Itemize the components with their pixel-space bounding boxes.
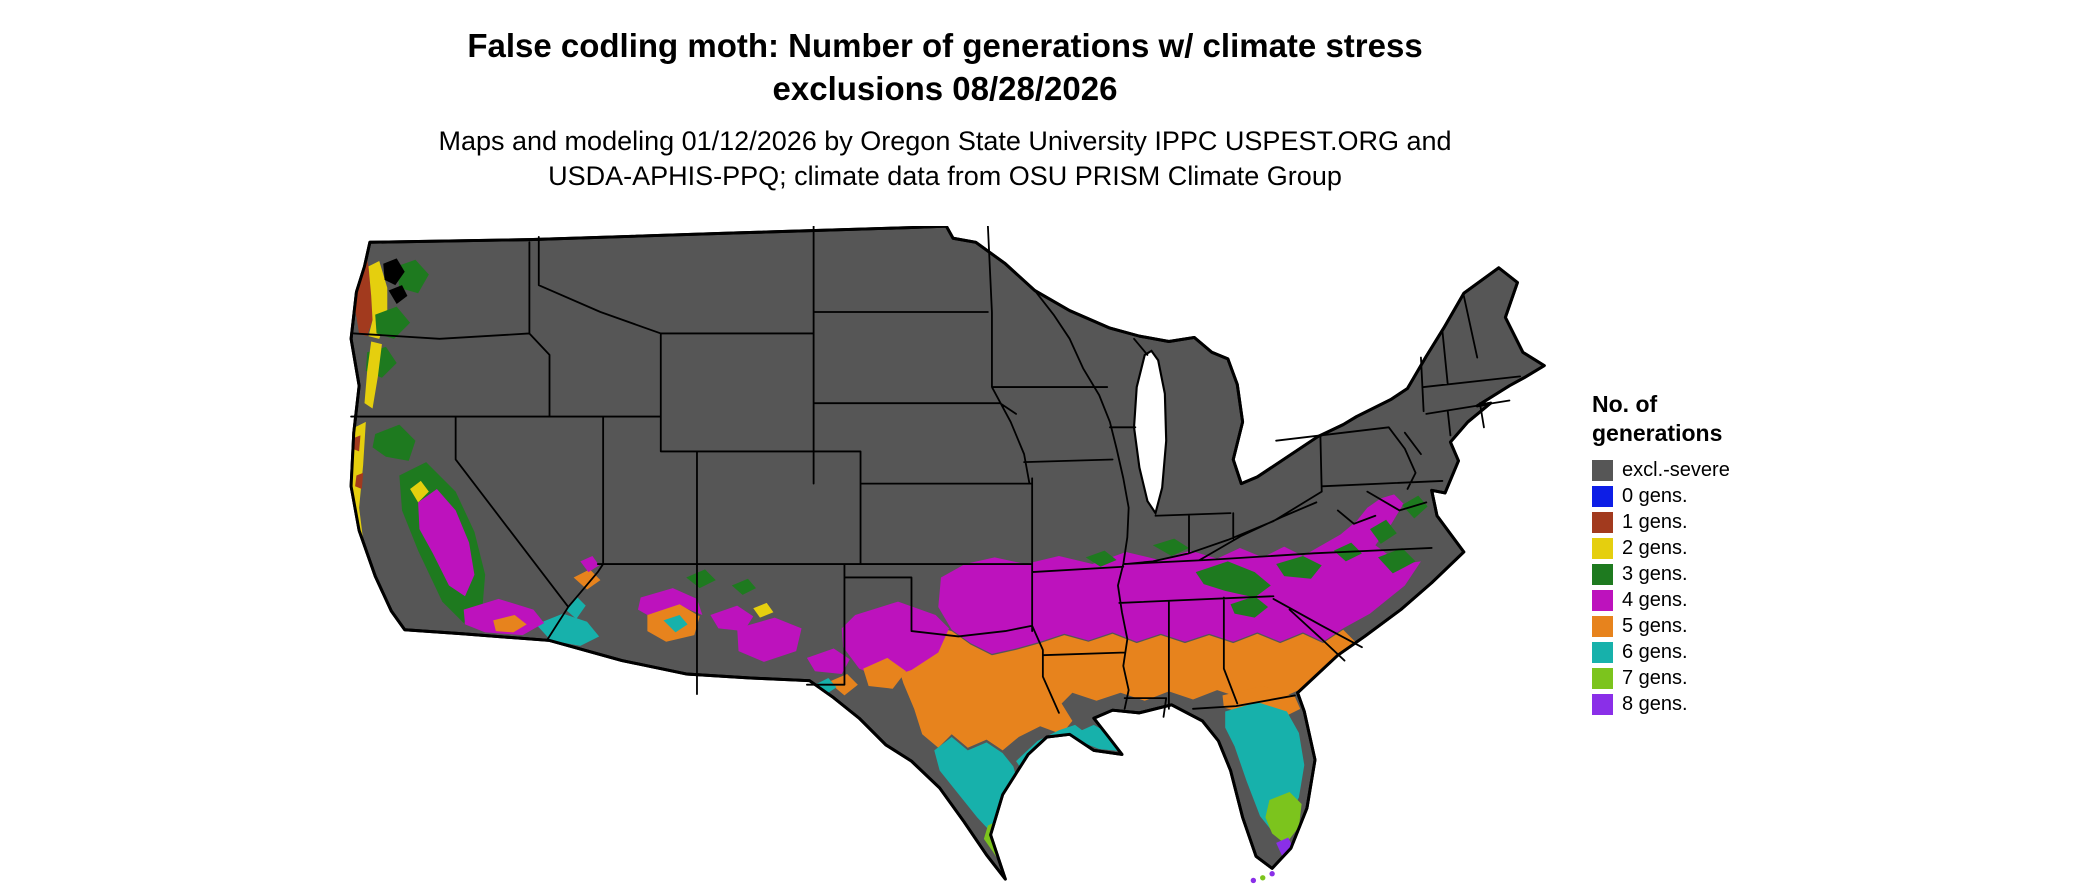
puget-sound-dark-1	[383, 258, 405, 286]
legend-items: excl.-severe 0 gens. 1 gens. 2 gens. 3 g…	[1592, 459, 1852, 715]
region-gen3-appalachia-1	[1195, 561, 1271, 598]
figure-subtitle-line2: USDA-APHIS-PPQ; climate data from OSU PR…	[548, 161, 1342, 191]
region-gen4-new-mexico-2	[806, 648, 850, 674]
region-gen4-new-mexico-1	[737, 617, 802, 662]
region-gen4-arizona-east	[710, 605, 754, 632]
region-gen3-carolina-sound	[1378, 547, 1416, 574]
region-gen3-coastal-virginia	[1369, 519, 1397, 544]
region-gen4-arizona-ring	[637, 588, 703, 615]
legend-color-swatch	[1592, 460, 1613, 481]
region-gen5-south-nevada	[573, 569, 601, 590]
florida-key-dot-1	[1269, 871, 1275, 877]
legend-item-label: 1 gens.	[1622, 511, 1688, 533]
legend-color-swatch	[1592, 538, 1613, 559]
region-gen2-valley-fringe	[410, 480, 429, 503]
legend-item: 8 gens.	[1592, 693, 1852, 715]
puget-sound-dark-2	[388, 285, 408, 304]
region-gen3-arizona-1	[686, 569, 716, 589]
legend-item-label: 4 gens.	[1622, 589, 1688, 611]
figure-title: False codling moth: Number of generation…	[0, 24, 1890, 110]
region-gen6-rio-grande	[814, 678, 837, 696]
region-gen1-norcal-coast-2	[355, 472, 364, 489]
legend-item: 2 gens.	[1592, 537, 1852, 559]
legend-color-swatch	[1592, 564, 1613, 585]
legend-item: 0 gens.	[1592, 485, 1852, 507]
legend-item: 4 gens.	[1592, 589, 1852, 611]
florida-key-dot-3	[1250, 877, 1257, 884]
legend-color-swatch	[1592, 590, 1613, 611]
region-gen2-willamette	[364, 341, 382, 409]
figure-title-line1: False codling moth: Number of generation…	[467, 27, 1423, 64]
legend-color-swatch	[1592, 616, 1613, 637]
region-gen6-georgia-coast	[1329, 660, 1354, 681]
region-gen3-missouri-edge	[1085, 550, 1117, 567]
region-gen4-central-valley-core	[418, 488, 475, 597]
legend-color-swatch	[1592, 642, 1613, 663]
legend-item-label: 2 gens.	[1622, 537, 1688, 559]
us-map-svg	[349, 226, 1546, 884]
legend-color-swatch	[1592, 668, 1613, 689]
legend-item-label: 8 gens.	[1622, 693, 1688, 715]
legend-item: excl.-severe	[1592, 459, 1852, 481]
legend-color-swatch	[1592, 694, 1613, 715]
region-gen3-arizona-2	[731, 578, 756, 595]
region-gen3-norcal-hills	[372, 424, 416, 461]
lake-michigan	[1132, 349, 1168, 516]
region-gen6-colorado-river	[565, 596, 586, 620]
region-gen3-delmarva	[1402, 495, 1428, 519]
legend-item-label: 5 gens.	[1622, 615, 1688, 637]
legend-item: 7 gens.	[1592, 667, 1852, 689]
legend-item: 1 gens.	[1592, 511, 1852, 533]
legend-item-label: 3 gens.	[1622, 563, 1688, 585]
legend-item-label: 7 gens.	[1622, 667, 1688, 689]
legend-color-swatch	[1592, 512, 1613, 533]
legend-item-label: 0 gens.	[1622, 485, 1688, 507]
region-gen6-phoenix-core	[663, 614, 688, 633]
region-gen4-south-nevada	[580, 556, 600, 573]
figure-subtitle: Maps and modeling 01/12/2026 by Oregon S…	[0, 124, 1890, 194]
legend-item: 5 gens.	[1592, 615, 1852, 637]
legend-title-line1: No. of	[1592, 391, 1658, 417]
region-gen3-kentucky-edge	[1152, 538, 1189, 556]
legend-title: No. of generations	[1592, 390, 1852, 448]
region-gen3-washington-2	[375, 306, 411, 339]
florida-keys	[1250, 871, 1275, 884]
legend-item-label: 6 gens.	[1622, 641, 1688, 663]
region-gen3-north-georgia	[1230, 596, 1269, 618]
figure-subtitle-line1: Maps and modeling 01/12/2026 by Oregon S…	[438, 126, 1452, 156]
florida-key-dot-2	[1260, 875, 1266, 881]
legend-title-line2: generations	[1592, 420, 1723, 446]
us-generations-map	[335, 226, 1555, 886]
color-regions	[351, 243, 1531, 876]
us-outline	[349, 226, 1546, 881]
legend: No. of generations excl.-severe 0 gens. …	[1592, 390, 1852, 720]
region-gen5-south-band	[895, 620, 1362, 751]
legend-item: 6 gens.	[1592, 641, 1852, 663]
region-gen2-cape-cod-speck	[1520, 383, 1531, 394]
region-gen4-west-texas	[841, 601, 950, 680]
region-gen8-florida-tip	[1276, 837, 1294, 858]
region-gen3-appalachia-2	[1276, 556, 1322, 579]
region-gen6-louisiana-coast	[1069, 724, 1126, 752]
region-gen5-pecos	[863, 657, 907, 689]
legend-item-label: excl.-severe	[1622, 459, 1730, 481]
state-borders	[350, 226, 1522, 718]
region-gen4-socal	[463, 598, 545, 636]
legend-color-swatch	[1592, 486, 1613, 507]
legend-item: 3 gens.	[1592, 563, 1852, 585]
region-gen7-south-florida	[1265, 791, 1302, 845]
region-gen3-washington-1	[396, 259, 429, 294]
region-gen6-yuma	[536, 613, 600, 646]
region-gen2-new-mexico	[753, 602, 774, 618]
figure-title-line2: exclusions 08/28/2026	[772, 70, 1118, 107]
region-gen5-socal	[493, 614, 527, 633]
